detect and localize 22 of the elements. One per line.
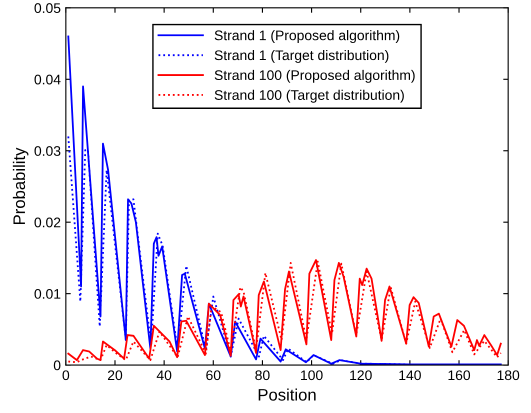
x-tick-label: 80	[255, 370, 270, 380]
y-tick-label: 0	[54, 360, 60, 370]
legend-label: Strand 1 (Target distribution)	[214, 50, 388, 63]
x-tick-label: 160	[448, 370, 470, 380]
x-tick-label: 100	[301, 370, 323, 380]
legend-label: Strand 100 (Proposed algorithm)	[214, 70, 415, 83]
x-tick-label: 180	[498, 370, 520, 380]
y-tick-label: 0.04	[34, 74, 61, 84]
x-tick-label: 0	[62, 370, 70, 380]
x-tick-label: 140	[399, 370, 421, 380]
legend-label: Strand 100 (Target distribution)	[214, 90, 404, 103]
x-tick-label: 40	[156, 370, 172, 380]
y-axis-title: Probability	[12, 148, 28, 224]
y-tick-label: 0.01	[34, 288, 60, 299]
x-tick-label: 60	[206, 370, 220, 380]
legend-label: Strand 1 (Proposed algorithm)	[214, 30, 400, 44]
x-tick-label: 20	[108, 370, 122, 380]
y-tick-label: 0.05	[34, 3, 60, 14]
y-tick-label: 0.03	[34, 146, 60, 156]
y-tick-label: 0.02	[34, 218, 60, 228]
x-tick-label: 120	[350, 370, 372, 380]
x-axis-title: Position	[258, 388, 316, 401]
